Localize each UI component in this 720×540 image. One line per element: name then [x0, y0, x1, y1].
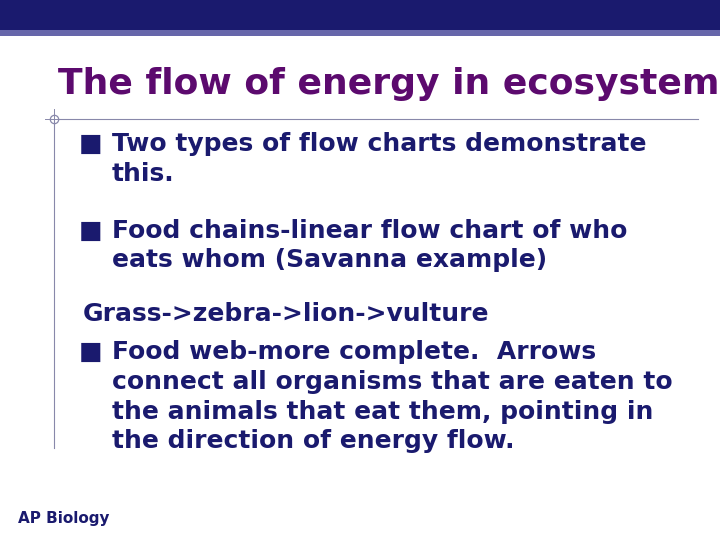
Text: Two types of flow charts demonstrate
this.: Two types of flow charts demonstrate thi…: [112, 132, 646, 186]
Text: Food chains-linear flow chart of who
eats whom (Savanna example): Food chains-linear flow chart of who eat…: [112, 219, 627, 272]
Text: ■: ■: [79, 219, 103, 242]
Bar: [0, 0, 720, 30]
Text: ■: ■: [79, 340, 103, 364]
Text: Food web-more complete.  Arrows
connect all organisms that are eaten to
the anim: Food web-more complete. Arrows connect a…: [112, 340, 672, 453]
Text: Grass->zebra->lion->vulture: Grass->zebra->lion->vulture: [83, 302, 490, 326]
Text: AP Biology: AP Biology: [18, 511, 109, 526]
Text: The flow of energy in ecosystems: The flow of energy in ecosystems: [58, 67, 720, 100]
Bar: [0, 30, 720, 36]
Text: ■: ■: [79, 132, 103, 156]
